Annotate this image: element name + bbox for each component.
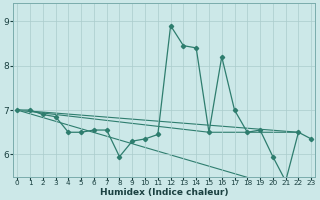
X-axis label: Humidex (Indice chaleur): Humidex (Indice chaleur)	[100, 188, 228, 197]
